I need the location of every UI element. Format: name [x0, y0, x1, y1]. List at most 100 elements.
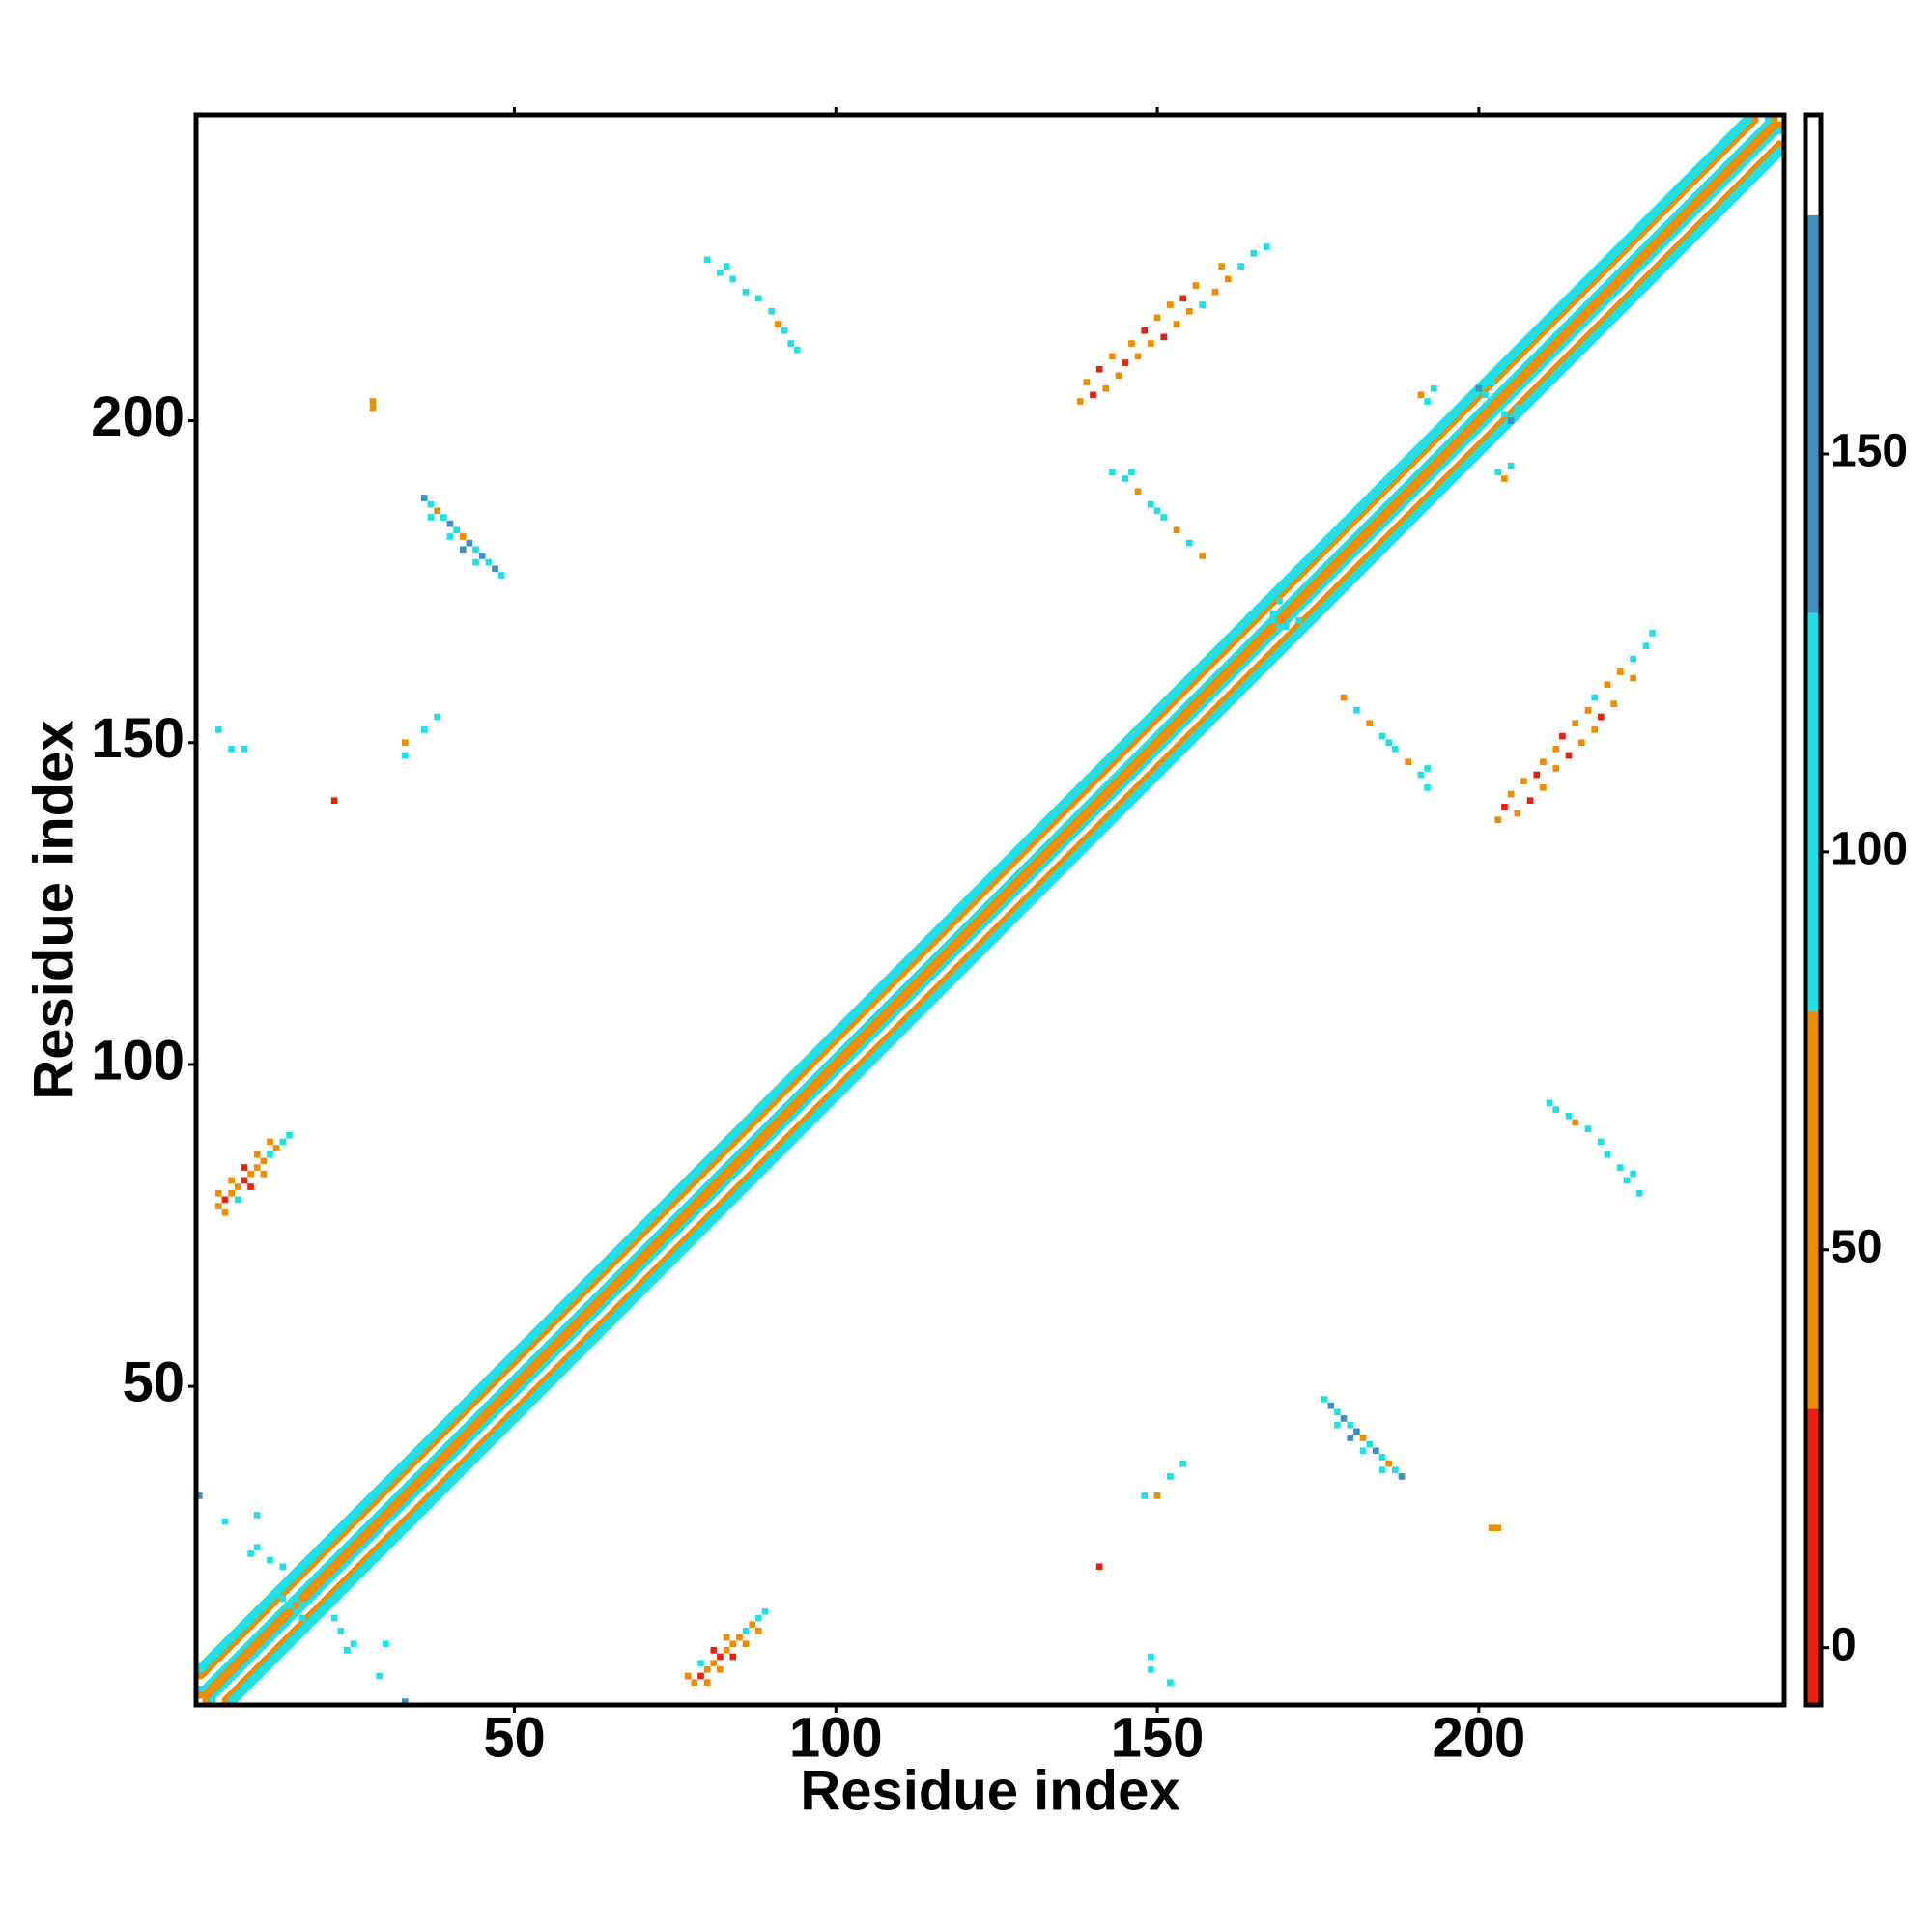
contact-cell — [420, 495, 428, 501]
contact-cell — [1373, 1447, 1379, 1455]
contact-cell — [1385, 739, 1392, 747]
contact-cell — [247, 1550, 254, 1557]
contact-cell — [1353, 707, 1360, 714]
diagonal-band — [202, 121, 1784, 1706]
contact-cell — [1167, 1679, 1174, 1686]
y-tick-label: 150 — [91, 707, 185, 770]
contact-cell — [1347, 1435, 1354, 1441]
contact-cell — [1102, 384, 1110, 392]
contact-cell — [703, 256, 711, 264]
contact-cell — [241, 1177, 248, 1184]
contact-cell — [1218, 263, 1225, 270]
contact-cell — [1263, 243, 1270, 250]
contact-cell — [344, 1647, 351, 1654]
contact-cell — [1597, 713, 1605, 721]
contact-cell — [1405, 758, 1411, 766]
contact-cell — [1359, 1447, 1367, 1455]
contact-cell — [703, 1679, 711, 1686]
contact-cell — [1179, 1460, 1187, 1467]
contact-cell — [453, 526, 460, 534]
contact-cell — [253, 1512, 261, 1519]
contact-cell — [298, 1614, 306, 1622]
contact-cell — [1109, 353, 1116, 360]
contact-cell — [1148, 1653, 1154, 1661]
contact-cell — [196, 1492, 203, 1499]
contact-cell — [1321, 1396, 1328, 1403]
contact-cell — [376, 1672, 384, 1680]
contact-cell — [1610, 700, 1617, 708]
contact-cell — [1095, 1563, 1103, 1571]
contact-cell — [267, 1151, 273, 1158]
contact-cell — [781, 327, 788, 334]
contact-cell — [1604, 681, 1611, 689]
contact-cell — [279, 1595, 287, 1603]
contact-cell — [1430, 384, 1437, 392]
contact-cell — [286, 1602, 293, 1609]
contact-cell — [775, 321, 781, 327]
contact-cell — [228, 746, 235, 753]
contact-cell — [1334, 1408, 1341, 1416]
contact-cell — [1630, 1170, 1636, 1178]
contact-cell — [1578, 739, 1585, 747]
contact-cell — [1507, 790, 1515, 798]
contact-cell — [793, 346, 801, 354]
contact-cell — [1642, 642, 1650, 650]
contact-cell — [401, 752, 409, 759]
contact-cell — [459, 533, 467, 540]
contact-cell — [337, 1628, 345, 1634]
contact-cell — [755, 1628, 762, 1634]
contact-cell — [1186, 539, 1193, 547]
contact-cell — [1494, 1524, 1502, 1532]
contact-cell — [241, 1164, 248, 1171]
colorbar-segment — [1805, 1408, 1821, 1705]
contact-cell — [723, 263, 730, 270]
contact-cell — [1501, 411, 1508, 418]
contact-cell — [1424, 398, 1431, 405]
contact-cell — [1134, 353, 1142, 360]
contact-cell — [1192, 282, 1200, 289]
contact-cell — [742, 288, 750, 296]
colorbar-tick-label: 0 — [1831, 1619, 1857, 1670]
contact-cell — [749, 1621, 756, 1629]
diagonal-band — [196, 115, 1759, 1680]
contact-cell — [1269, 611, 1277, 617]
contact-cell — [1134, 488, 1142, 496]
contact-cell — [434, 713, 440, 721]
contact-cell — [369, 398, 377, 405]
contact-cell — [260, 1157, 268, 1165]
contact-cell — [1552, 746, 1560, 753]
contact-cell — [1250, 249, 1258, 257]
contact-cell — [1507, 417, 1515, 424]
contact-cell — [1289, 636, 1296, 643]
contact-cell — [1257, 604, 1264, 611]
diagonal-band — [196, 115, 1778, 1699]
contact-cell — [221, 1196, 229, 1204]
contact-cell — [1417, 391, 1425, 399]
diagonal-band — [196, 115, 1752, 1673]
contact-cell — [446, 533, 454, 540]
contact-cell — [1520, 778, 1527, 785]
contact-cell — [1378, 1454, 1386, 1461]
contact-cell — [1540, 758, 1547, 766]
contact-cell — [1597, 1138, 1605, 1146]
contact-cell — [1488, 379, 1495, 385]
contact-cell — [1095, 365, 1103, 373]
contact-cell — [1282, 623, 1290, 631]
contact-cell — [1334, 1421, 1341, 1429]
x-tick-label: 100 — [789, 1706, 883, 1769]
contact-cell — [434, 507, 440, 515]
contact-cell — [234, 1196, 242, 1204]
contact-cell — [1340, 694, 1348, 701]
contact-cell — [1488, 1524, 1495, 1532]
contact-cell — [1353, 1428, 1360, 1435]
contact-cell — [1276, 623, 1283, 631]
contact-cell — [330, 1614, 338, 1622]
contact-cell — [1604, 1151, 1611, 1158]
contact-cell — [221, 1208, 229, 1216]
contact-cell — [1424, 765, 1431, 772]
contact-cell — [1584, 1125, 1592, 1132]
y-axis-label: Residue index — [22, 720, 85, 1099]
contact-cell — [472, 546, 479, 554]
contact-cell — [1494, 469, 1502, 476]
contact-cell — [717, 1653, 724, 1661]
